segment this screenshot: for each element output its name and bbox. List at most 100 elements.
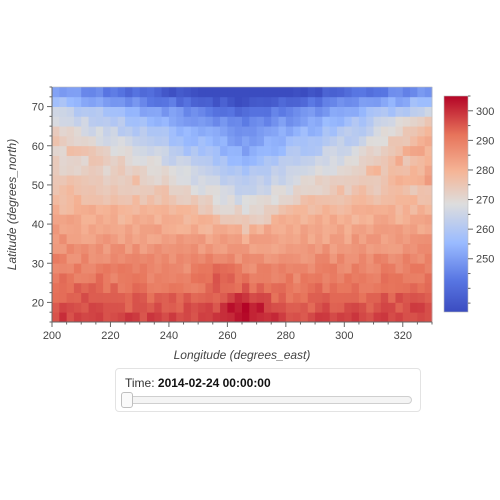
heatmap-cell [256, 312, 265, 323]
heatmap-cell [300, 135, 309, 147]
heatmap-cell [168, 184, 177, 196]
heatmap-cell [417, 87, 426, 98]
heatmap-cell [168, 292, 177, 303]
heatmap-cell [337, 263, 345, 274]
heatmap-cell [329, 106, 338, 117]
time-slider-thumb[interactable] [121, 392, 133, 408]
heatmap-cell [242, 214, 250, 225]
heatmap-cell [198, 273, 206, 284]
heatmap-cell [176, 273, 184, 284]
heatmap-cell [402, 312, 411, 323]
heatmap-cell [249, 106, 258, 117]
heatmap-cell [234, 282, 243, 294]
heatmap-cell [351, 282, 360, 294]
heatmap-cell [256, 302, 265, 313]
heatmap-cell [388, 224, 396, 235]
time-readout: Time: 2014-02-24 00:00:00 [125, 376, 271, 390]
heatmap-cell [220, 204, 228, 215]
heatmap-cell [373, 204, 382, 215]
heatmap-cell [110, 194, 119, 205]
heatmap-cell [154, 126, 163, 137]
heatmap-cell [88, 302, 97, 313]
time-slider-track[interactable] [122, 396, 412, 404]
heatmap-cell [278, 224, 287, 235]
heatmap-cell [351, 184, 360, 196]
heatmap-cell [358, 292, 367, 303]
heatmap-cell [139, 106, 148, 117]
heatmap-cell [263, 96, 272, 107]
heatmap-cell [176, 302, 184, 313]
heatmap-cell [161, 135, 170, 147]
heatmap-cell [81, 292, 89, 303]
heatmap-cell [300, 145, 309, 156]
heatmap-cell [263, 116, 272, 127]
heatmap-cell [52, 135, 60, 147]
heatmap-cell [52, 273, 60, 284]
heatmap-cell [256, 243, 265, 254]
heatmap-cell [307, 233, 316, 245]
heatmap-cell [132, 155, 141, 166]
heatmap-cell [52, 87, 60, 98]
y-tick-label: 40 [32, 219, 44, 231]
heatmap-cell [227, 312, 236, 323]
heatmap-cell [132, 175, 141, 186]
heatmap-cell [256, 224, 265, 235]
heatmap-cell [183, 233, 192, 245]
heatmap-cell [300, 165, 309, 176]
heatmap-cell [125, 253, 133, 264]
heatmap-cell [183, 224, 192, 235]
heatmap-cell [234, 204, 243, 215]
heatmap-cell [285, 204, 294, 215]
heatmap-cell [110, 175, 119, 186]
heatmap-cell [329, 214, 338, 225]
heatmap-cell [402, 96, 411, 107]
heatmap-cell [190, 302, 199, 313]
heatmap-cell [176, 135, 184, 147]
heatmap-cell [358, 194, 367, 205]
heatmap-cell [132, 184, 141, 196]
heatmap-cell [337, 253, 345, 264]
heatmap-cell [190, 145, 199, 156]
heatmap-cell [52, 302, 60, 313]
heatmap-cell [139, 116, 148, 127]
heatmap-cell [410, 312, 418, 323]
heatmap-cell [183, 194, 192, 205]
heatmap-cell [256, 165, 265, 176]
heatmap-cell [424, 184, 433, 196]
heatmap-cell [351, 145, 360, 156]
heatmap-cell [388, 175, 396, 186]
heatmap-cell [329, 155, 338, 166]
heatmap-cell [52, 145, 60, 156]
heatmap-cell [315, 302, 323, 313]
heatmap-cell [329, 253, 338, 264]
heatmap-cell [417, 155, 426, 166]
heatmap-cell [110, 282, 119, 294]
heatmap-cell [198, 263, 206, 274]
heatmap-cell [285, 184, 294, 196]
heatmap-cell [139, 243, 148, 254]
heatmap-cell [424, 194, 433, 205]
heatmap-cell [417, 243, 426, 254]
heatmap-cell [307, 263, 316, 274]
heatmap-cell [117, 126, 126, 137]
heatmap-cell [212, 145, 221, 156]
heatmap-cell [110, 253, 119, 264]
heatmap-cell [285, 214, 294, 225]
heatmap-cell [168, 263, 177, 274]
heatmap-cell [337, 273, 345, 284]
heatmap-cell [95, 106, 104, 117]
heatmap-cell [373, 135, 382, 147]
heatmap-cell [380, 312, 389, 323]
heatmap-cell [388, 126, 396, 137]
x-tick-label: 200 [43, 330, 61, 342]
time-label: Time: [125, 376, 155, 390]
heatmap-cell [285, 116, 294, 127]
heatmap-cell [322, 184, 331, 196]
heatmap-cell [242, 126, 250, 137]
heatmap-cell [52, 126, 60, 137]
heatmap-cell [329, 282, 338, 294]
heatmap-cell [388, 87, 396, 98]
heatmap-cell [278, 116, 287, 127]
heatmap-cell [410, 233, 418, 245]
